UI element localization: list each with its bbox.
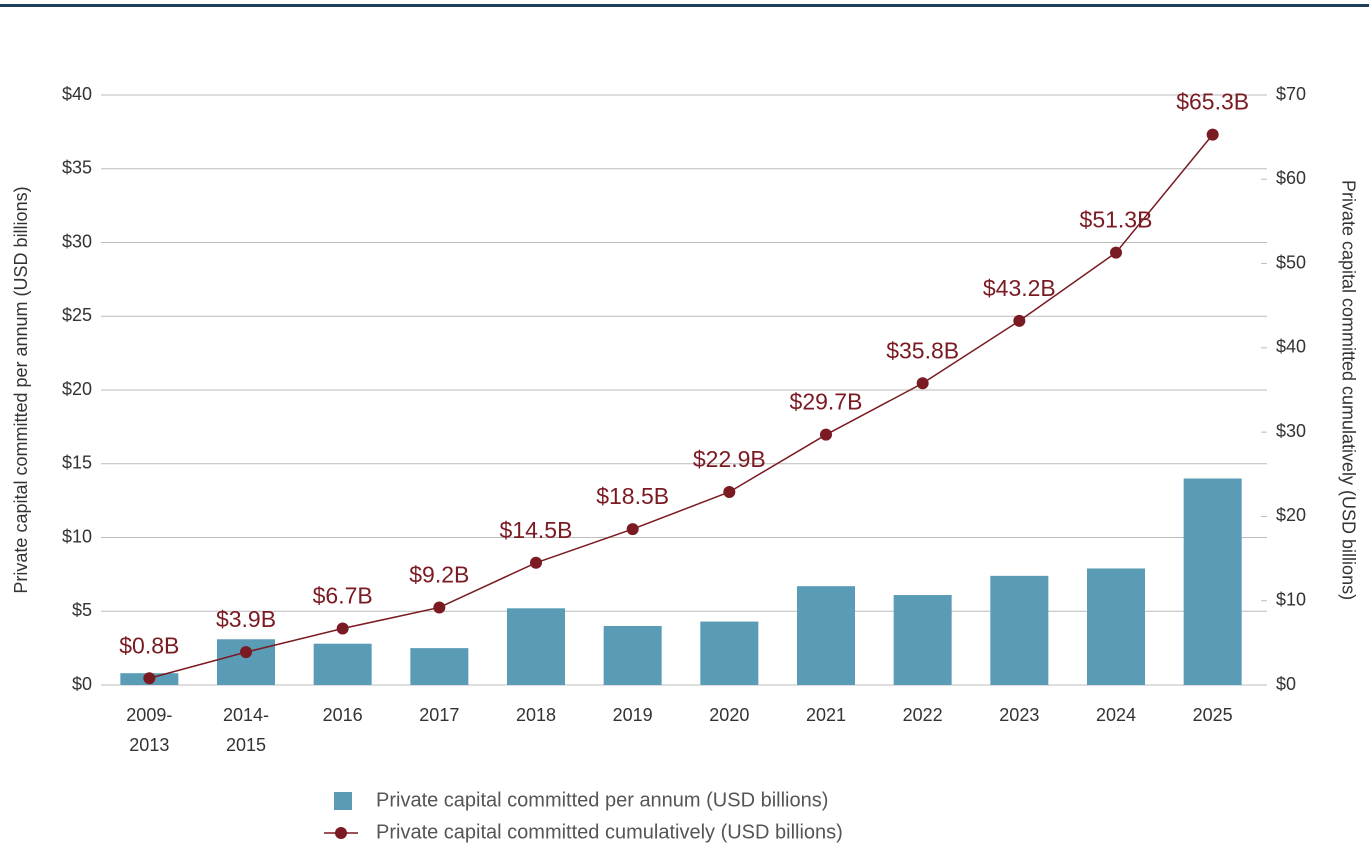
y-tick-label: $5 (72, 600, 92, 620)
bar (410, 648, 469, 685)
y2-tick-label: $70 (1276, 84, 1306, 104)
value-label: $14.5B (500, 517, 573, 543)
line-marker (1110, 246, 1122, 259)
x-tick-label: 2024 (1096, 705, 1136, 725)
top-rule (0, 4, 1369, 7)
y-tick-label: $0 (72, 674, 92, 694)
line-marker (1013, 314, 1026, 327)
value-label: $3.9B (216, 606, 276, 632)
y-tick-label: $15 (62, 453, 92, 473)
bar (797, 586, 855, 685)
legend-swatch (335, 827, 347, 839)
line-marker (820, 428, 832, 441)
value-label: $65.3B (1176, 89, 1249, 115)
y2-tick-label: $0 (1276, 674, 1296, 694)
bar (990, 575, 1049, 685)
x-tick-label: 2019 (613, 705, 653, 725)
legend-label: Private capital committed cumulatively (… (376, 821, 843, 843)
value-label: $18.5B (596, 483, 669, 509)
line-marker (240, 646, 252, 659)
value-label: $29.7B (790, 389, 863, 415)
y2-tick-label: $60 (1276, 168, 1306, 188)
bar (603, 626, 662, 685)
y2-tick-label: $30 (1276, 421, 1306, 441)
bar (313, 643, 372, 685)
y-tick-label: $10 (62, 526, 92, 546)
value-label: $22.9B (693, 446, 766, 472)
y-tick-label: $30 (62, 231, 92, 251)
x-tick-label: 2016 (323, 705, 363, 725)
bar (1087, 568, 1145, 685)
legend-label: Private capital committed per annum (USD… (376, 789, 828, 811)
line-marker (723, 485, 736, 498)
bar (893, 595, 952, 685)
line-marker (336, 622, 349, 635)
y2-axis-label: Private capital committed cumulatively (… (1338, 180, 1358, 600)
value-label: $51.3B (1080, 207, 1153, 233)
x-tick-label: 2018 (516, 705, 556, 725)
bar (700, 621, 759, 685)
value-label: $9.2B (409, 562, 469, 588)
x-tick-label: 2014-2015 (223, 705, 269, 755)
y2-tick-label: $10 (1276, 589, 1306, 609)
x-tick-label: 2023 (999, 705, 1039, 725)
value-label: $6.7B (313, 583, 373, 609)
line (149, 134, 1214, 679)
line-marker (433, 601, 446, 614)
line-marker (530, 556, 542, 569)
line-marker (143, 672, 156, 685)
y2-tick-label: $40 (1276, 337, 1306, 357)
line-marker (626, 523, 639, 536)
y-axis-label: Private capital committed per annum (USD… (11, 186, 31, 593)
x-tick-label: 2017 (419, 705, 459, 725)
value-label: $35.8B (886, 337, 959, 363)
value-label: $43.2B (983, 275, 1056, 301)
x-tick-label: 2025 (1193, 705, 1233, 725)
y-tick-label: $35 (62, 158, 92, 178)
y-tick-label: $25 (62, 305, 92, 325)
y-tick-label: $40 (62, 84, 92, 104)
y2-tick-label: $50 (1276, 252, 1306, 272)
y-tick-label: $20 (62, 379, 92, 399)
x-tick-label: 2022 (903, 705, 943, 725)
line-marker (916, 377, 929, 390)
y2-tick-label: $20 (1276, 505, 1306, 525)
x-tick-label: 2020 (709, 705, 749, 725)
legend-swatch (334, 792, 352, 810)
x-tick-label: 2021 (806, 705, 846, 725)
value-label: $0.8B (119, 632, 179, 658)
bar (1183, 478, 1242, 685)
line-marker (1206, 128, 1219, 141)
x-tick-label: 2009-2013 (126, 705, 172, 755)
bar (507, 608, 565, 685)
